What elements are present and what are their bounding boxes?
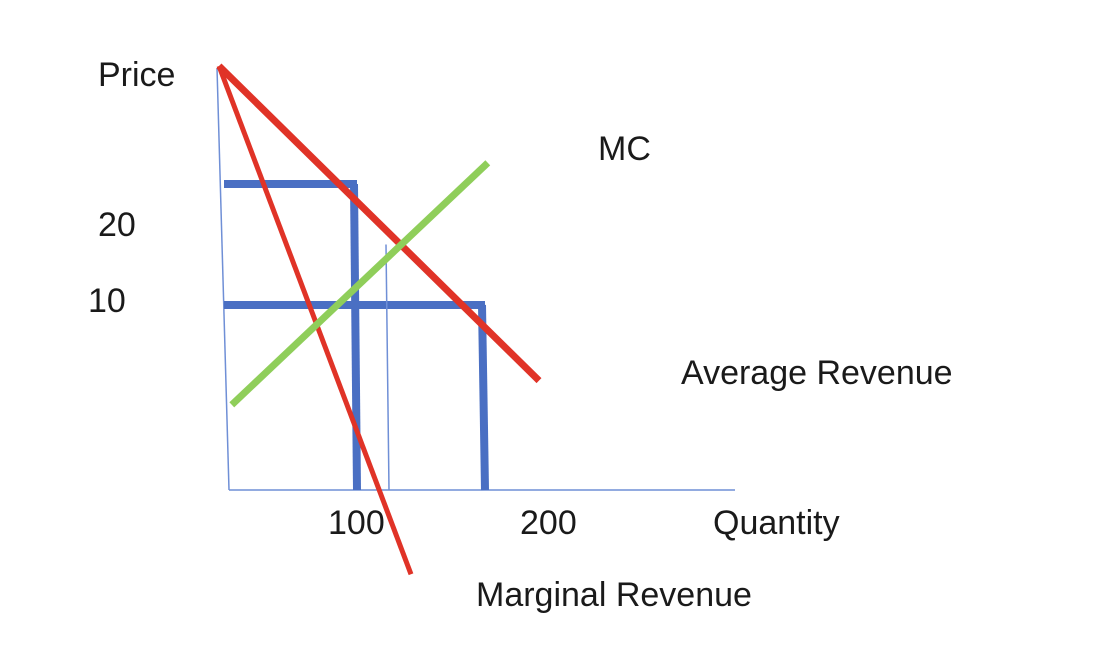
x-axis-label: Quantity bbox=[713, 504, 840, 542]
y-axis-label: Price bbox=[98, 56, 175, 94]
y-tick-label-10: 10 bbox=[88, 282, 126, 320]
series-label-marginal-revenue: Marginal Revenue bbox=[476, 576, 752, 614]
y-axis bbox=[216, 67, 230, 491]
guide-qty-100-vertical bbox=[350, 183, 361, 491]
series-label-average-revenue: Average Revenue bbox=[681, 354, 953, 392]
x-tick-label-100: 100 bbox=[328, 504, 385, 542]
labels: Price 20 10 100 200 Quantity MC Average … bbox=[88, 56, 953, 614]
axes bbox=[216, 67, 735, 491]
guide-lines bbox=[224, 180, 489, 491]
series-line-marginal-revenue bbox=[216, 65, 414, 576]
series-label-mc: MC bbox=[598, 130, 651, 168]
series-line-average-revenue bbox=[216, 63, 542, 384]
guide-qty-125-thin-vertical bbox=[385, 244, 390, 491]
y-tick-label-20: 20 bbox=[98, 206, 136, 244]
guide-qty-200-vertical bbox=[478, 304, 489, 491]
series-lines bbox=[216, 63, 542, 576]
series-line-mc bbox=[229, 160, 491, 408]
x-tick-label-200: 200 bbox=[520, 504, 577, 542]
